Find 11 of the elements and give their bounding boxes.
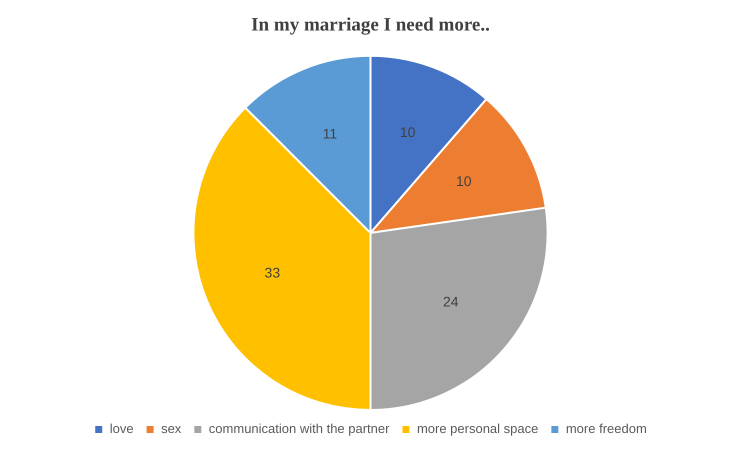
legend-label: love xyxy=(110,421,134,436)
legend-label: more personal space xyxy=(416,421,538,436)
legend-label: communication with the partner xyxy=(208,421,390,436)
legend-label: more freedom xyxy=(566,421,647,436)
data-label: 33 xyxy=(264,264,280,280)
legend-label: sex xyxy=(161,421,182,436)
data-label: 10 xyxy=(400,124,416,140)
data-label: 11 xyxy=(322,126,338,142)
data-label: 10 xyxy=(456,172,472,189)
chart-title: In my marriage I need more.. xyxy=(251,14,490,36)
data-label: 24 xyxy=(443,293,459,310)
